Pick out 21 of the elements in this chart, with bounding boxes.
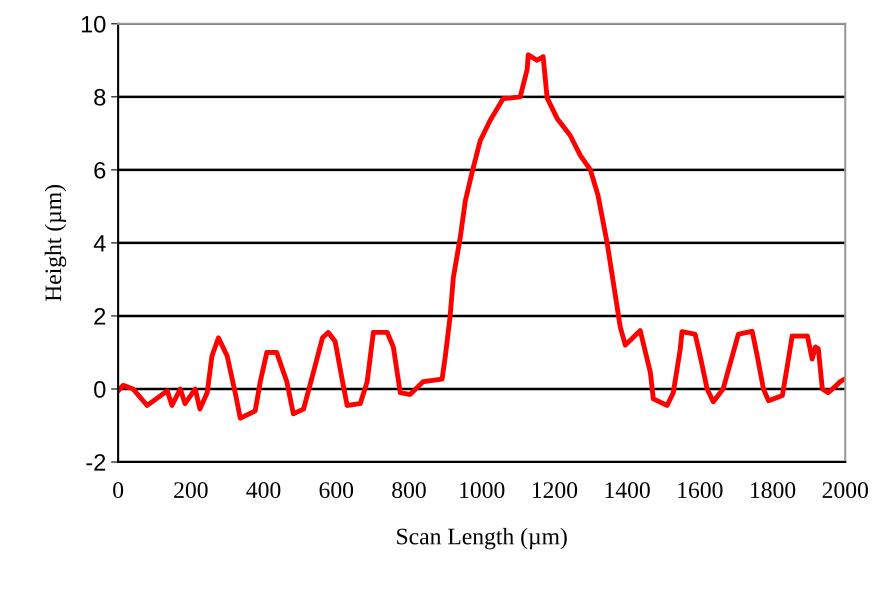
x-tick-label: 200	[174, 482, 208, 498]
y-tick-label: 10	[82, 16, 106, 33]
x-tick-label: 800	[392, 482, 426, 498]
x-tick-label: 1200	[532, 482, 578, 498]
x-tick-label: 400	[246, 482, 280, 498]
x-axis-title: Scan Length (µm)	[397, 528, 567, 550]
y-tick-label: 2	[94, 308, 106, 324]
x-tick-label: 1800	[751, 482, 796, 498]
y-tick-label: 8	[94, 88, 106, 106]
x-tick-label: 1600	[678, 482, 723, 498]
line-series	[118, 52, 846, 421]
x-tick-label: 1400	[606, 482, 650, 498]
x-tick-label: 0	[113, 482, 124, 498]
y-tick-label: 4	[94, 235, 106, 252]
y-tick-label: 0	[94, 381, 106, 398]
y-tick-label: 6	[94, 162, 106, 179]
x-tick-label: 600	[320, 482, 354, 498]
x-tick-label: 1000	[460, 482, 504, 498]
y-tick-label: -2	[86, 454, 106, 471]
x-tick-label: 2000	[822, 482, 868, 498]
y-axis-title: Height (µm)	[44, 185, 66, 302]
